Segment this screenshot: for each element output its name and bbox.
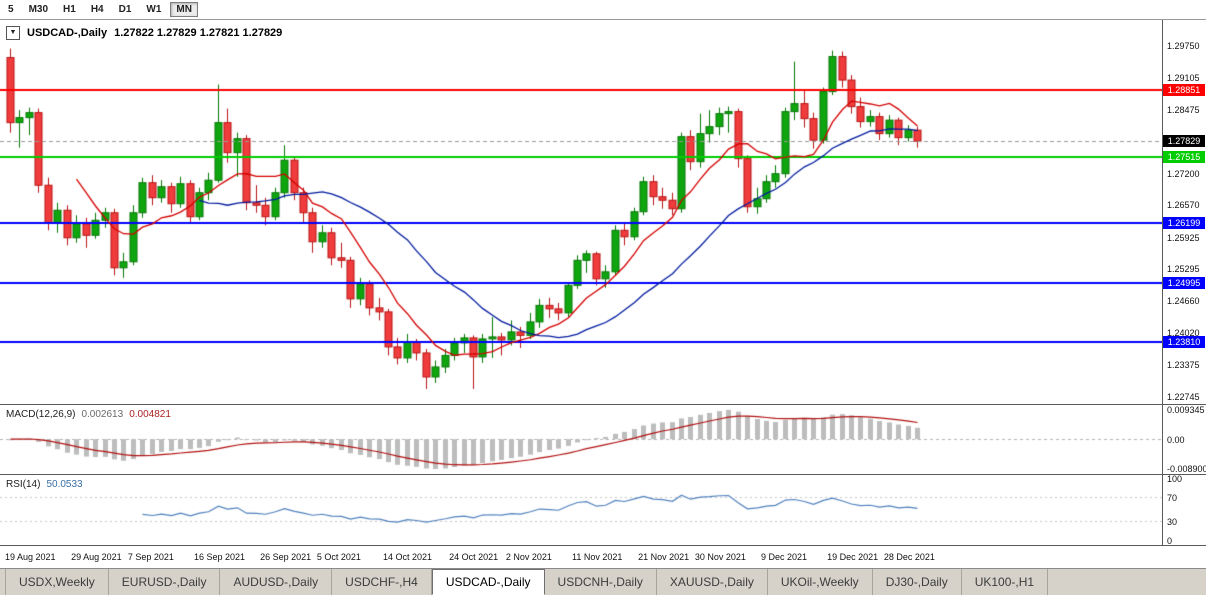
macd-tick-label: -0.008900 bbox=[1167, 463, 1206, 474]
price-tick-label: 1.28475 bbox=[1167, 104, 1200, 115]
rsi-canvas[interactable] bbox=[0, 475, 1162, 545]
symbol-tab-usdchf-h4[interactable]: USDCHF-,H4 bbox=[332, 569, 432, 595]
rsi-title: RSI(14) bbox=[6, 479, 41, 490]
price-chart-canvas[interactable] bbox=[0, 20, 1162, 404]
rsi-value: 50.0533 bbox=[46, 479, 83, 490]
price-tick-label: 1.23375 bbox=[1167, 360, 1200, 371]
symbol-tab-usdcnh-daily[interactable]: USDCNH-,Daily bbox=[545, 569, 657, 595]
macd-signal-value: 0.004821 bbox=[129, 409, 171, 420]
hline-price-badge: 1.24995 bbox=[1163, 277, 1205, 290]
date-label: 19 Dec 2021 bbox=[827, 552, 879, 562]
price-tick-label: 1.25925 bbox=[1167, 232, 1200, 243]
symbol-tab-uk100-h1[interactable]: UK100-,H1 bbox=[962, 569, 1049, 595]
date-label: 24 Oct 2021 bbox=[449, 552, 499, 562]
rsi-tick-label: 100 bbox=[1167, 474, 1183, 484]
timeframe-button-w1[interactable]: W1 bbox=[146, 4, 162, 15]
price-axis-divider bbox=[1162, 20, 1163, 545]
timeframe-button-m30[interactable]: M30 bbox=[28, 4, 49, 15]
symbol-tab-dj30-daily[interactable]: DJ30-,Daily bbox=[873, 569, 962, 595]
date-label: 5 Oct 2021 bbox=[316, 552, 361, 562]
collapse-button[interactable]: ▼ bbox=[6, 26, 20, 40]
date-label: 2 Nov 2021 bbox=[505, 552, 552, 562]
dropdown-arrow-icon: ▼ bbox=[9, 29, 17, 36]
date-label: 16 Sep 2021 bbox=[194, 552, 246, 562]
price-tick-label: 1.27200 bbox=[1167, 168, 1200, 179]
date-label: 28 Dec 2021 bbox=[883, 552, 935, 562]
pane-separator-timeaxis bbox=[0, 545, 1206, 546]
symbol-tab-xauusd-daily[interactable]: XAUUSD-,Daily bbox=[657, 569, 768, 595]
timeframe-button-h4[interactable]: H4 bbox=[90, 4, 104, 15]
hline-price-badge: 1.26199 bbox=[1163, 216, 1205, 229]
macd-tick-label: 0.009345 bbox=[1167, 405, 1205, 416]
rsi-tick-label: 70 bbox=[1167, 492, 1178, 503]
rsi-tick-label: 0 bbox=[1167, 536, 1173, 546]
rsi-tick-label: 30 bbox=[1167, 517, 1178, 528]
price-tick-label: 1.29105 bbox=[1167, 73, 1200, 84]
price-tick-label: 1.29750 bbox=[1167, 41, 1200, 52]
pane-separator-rsi[interactable] bbox=[0, 474, 1206, 475]
symbol-tab-usdcad-daily[interactable]: USDCAD-,Daily bbox=[431, 569, 545, 595]
macd-tick-label: 0.00 bbox=[1167, 435, 1185, 446]
symbol-tab-audusd-daily[interactable]: AUDUSD-,Daily bbox=[220, 569, 333, 595]
date-label: 30 Nov 2021 bbox=[694, 552, 746, 562]
macd-canvas[interactable] bbox=[0, 405, 1162, 474]
timeframe-button-5[interactable]: 5 bbox=[8, 4, 14, 15]
date-label: 9 Dec 2021 bbox=[761, 552, 808, 562]
macd-indicator-label: MACD(12,26,9) 0.002613 0.004821 bbox=[6, 409, 171, 420]
date-label: 14 Oct 2021 bbox=[383, 552, 433, 562]
timeframe-button-d1[interactable]: D1 bbox=[118, 4, 132, 15]
timeframe-button-h1[interactable]: H1 bbox=[63, 4, 76, 15]
price-tick-label: 1.25295 bbox=[1167, 264, 1200, 275]
macd-main-value: 0.002613 bbox=[81, 409, 124, 420]
timeframe-button-mn[interactable]: MN bbox=[170, 2, 198, 17]
date-label: 7 Sep 2021 bbox=[127, 552, 174, 562]
chart-title: ▼ USDCAD-,Daily 1.27822 1.27829 1.27821 … bbox=[6, 26, 282, 40]
hline-price-badge: 1.27515 bbox=[1163, 150, 1205, 163]
price-tick-label: 1.26570 bbox=[1167, 200, 1200, 211]
hline-price-badge: 1.28851 bbox=[1163, 84, 1205, 97]
price-tick-label: 1.24020 bbox=[1167, 327, 1200, 338]
date-label: 26 Sep 2021 bbox=[260, 552, 312, 562]
chart-ohlc-values: 1.27822 1.27829 1.27821 1.27829 bbox=[114, 27, 283, 39]
hline-price-badge: 1.23810 bbox=[1163, 336, 1205, 349]
date-label: 21 Nov 2021 bbox=[638, 552, 690, 562]
macd-title: MACD(12,26,9) bbox=[6, 409, 76, 420]
current-price-badge: 1.27829 bbox=[1163, 135, 1205, 148]
date-label: 29 Aug 2021 bbox=[71, 552, 122, 562]
symbol-tab-ukoil-weekly[interactable]: UKOil-,Weekly bbox=[768, 569, 873, 595]
symbol-tab-bar: USDX,Weekly EURUSD-,Daily AUDUSD-,Daily USD… bbox=[0, 568, 1206, 595]
date-label: 19 Aug 2021 bbox=[5, 552, 56, 562]
symbol-tab-eurusd-daily[interactable]: EURUSD-,Daily bbox=[109, 569, 221, 595]
date-label: 11 Nov 2021 bbox=[572, 552, 623, 562]
chart-symbol-label: USDCAD-,Daily bbox=[27, 27, 108, 39]
timeframe-toolbar: 5 M30 H1 H4 D1 W1 MN bbox=[0, 0, 1206, 20]
pane-separator-macd[interactable] bbox=[0, 404, 1206, 405]
symbol-tab-usdx-weekly[interactable]: USDX,Weekly bbox=[5, 569, 109, 595]
price-tick-label: 1.22745 bbox=[1167, 391, 1200, 402]
rsi-indicator-label: RSI(14) 50.0533 bbox=[6, 479, 83, 490]
time-axis[interactable]: 19 Aug 2021 29 Aug 2021 7 Sep 2021 16 Sep 2… bbox=[0, 546, 1162, 568]
price-tick-label: 1.24660 bbox=[1167, 295, 1200, 306]
price-axis[interactable]: 1.29750 1.29105 1.28475 1.27200 1.26570 1.259… bbox=[1162, 0, 1206, 595]
